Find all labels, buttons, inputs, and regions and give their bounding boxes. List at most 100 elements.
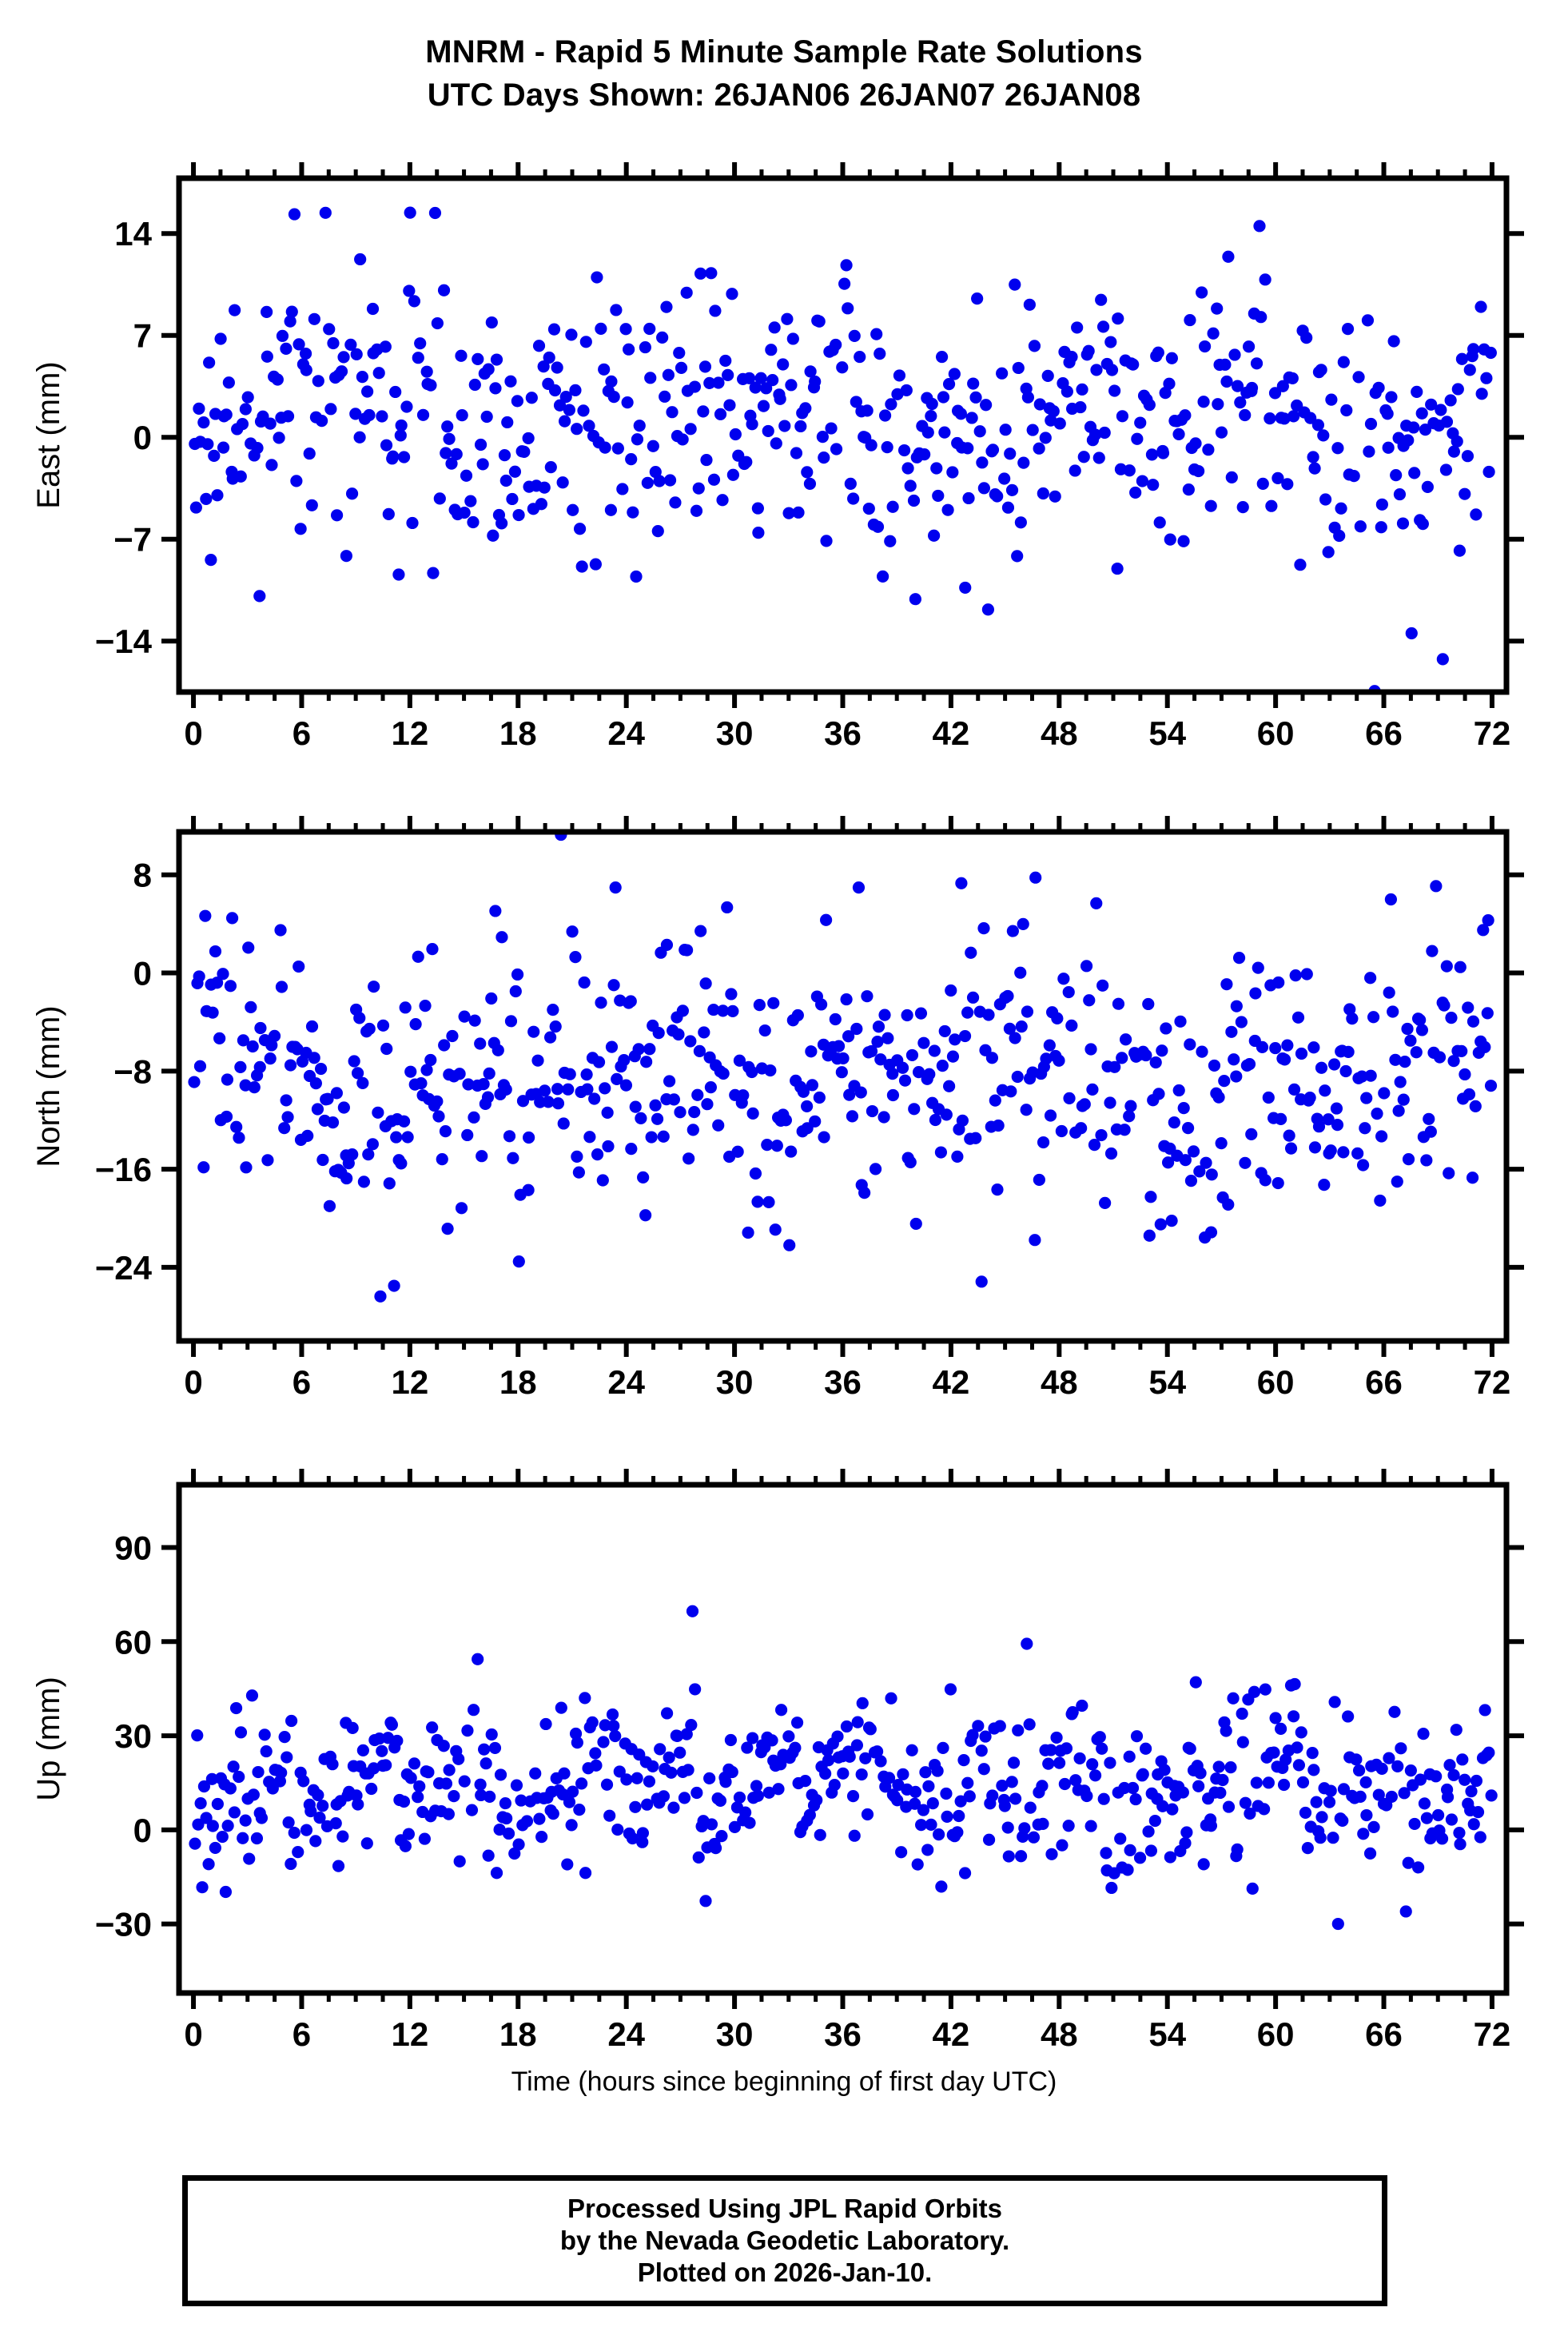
- data-point: [1023, 1718, 1036, 1731]
- data-point: [509, 985, 522, 998]
- data-point: [1100, 1847, 1112, 1860]
- data-point: [643, 1043, 656, 1056]
- data-point: [742, 1226, 754, 1239]
- data-point: [1090, 364, 1103, 376]
- data-point: [189, 501, 202, 514]
- data-point: [569, 951, 582, 964]
- data-point: [1164, 533, 1176, 546]
- data-point: [1026, 424, 1039, 436]
- data-point: [753, 999, 766, 1012]
- data-point: [1047, 404, 1060, 418]
- data-point: [933, 1828, 945, 1841]
- data-point: [938, 1024, 951, 1038]
- data-point: [1272, 471, 1284, 484]
- data-point: [551, 361, 563, 374]
- data-point: [975, 1744, 988, 1757]
- data-point: [779, 1114, 792, 1127]
- data-point: [1147, 479, 1160, 491]
- data-point: [1239, 408, 1252, 422]
- data-point: [1367, 1011, 1380, 1024]
- data-point: [689, 1683, 702, 1696]
- data-point: [1033, 398, 1046, 411]
- data-point: [1129, 1792, 1142, 1806]
- data-point: [1317, 429, 1330, 442]
- data-point: [722, 368, 734, 381]
- data-point: [1337, 1783, 1351, 1796]
- data-point: [904, 479, 917, 492]
- data-point: [885, 398, 897, 411]
- data-point: [712, 376, 725, 389]
- data-point: [1295, 1047, 1308, 1060]
- data-point: [383, 1177, 396, 1190]
- data-point: [749, 381, 762, 394]
- data-point: [770, 437, 782, 450]
- data-point: [1378, 1087, 1391, 1100]
- data-point: [1414, 1773, 1427, 1786]
- data-point: [547, 1808, 559, 1820]
- data-point: [715, 1830, 728, 1843]
- data-point: [848, 329, 861, 342]
- y-tick-label: 90: [114, 1530, 152, 1567]
- data-point: [1281, 1039, 1294, 1052]
- data-point: [1383, 1752, 1395, 1764]
- data-point: [252, 1765, 265, 1779]
- data-point: [1142, 997, 1155, 1011]
- data-point: [199, 909, 212, 922]
- data-point: [1076, 1699, 1088, 1713]
- data-point: [1124, 1100, 1137, 1112]
- data-point: [1264, 412, 1276, 425]
- data-point: [1243, 1058, 1256, 1071]
- data-point: [363, 408, 376, 422]
- data-point: [1342, 1710, 1355, 1723]
- data-point: [1272, 1176, 1284, 1190]
- data-point: [1204, 499, 1217, 512]
- data-point: [478, 1743, 491, 1756]
- data-point: [458, 506, 471, 519]
- data-point: [431, 316, 444, 330]
- data-point: [851, 1716, 864, 1728]
- data-point: [613, 1765, 626, 1778]
- data-point: [901, 1008, 913, 1022]
- data-point: [607, 979, 620, 992]
- data-point: [372, 1106, 384, 1119]
- data-point: [285, 305, 298, 318]
- data-point: [1096, 979, 1109, 992]
- data-point: [1277, 1778, 1291, 1792]
- data-point: [1481, 1007, 1494, 1020]
- data-point: [1184, 1175, 1198, 1187]
- x-tick-label: 12: [392, 2015, 429, 2053]
- data-point: [1382, 441, 1395, 454]
- title-line-1: MNRM - Rapid 5 Minute Sample Rate Soluti…: [425, 34, 1143, 70]
- data-point: [1418, 1797, 1431, 1810]
- data-point: [242, 941, 255, 954]
- data-point: [1156, 1800, 1169, 1812]
- data-point: [1177, 535, 1190, 547]
- data-point: [250, 1832, 264, 1845]
- data-point: [248, 1080, 261, 1094]
- data-point: [1459, 1068, 1471, 1081]
- data-point: [268, 1029, 281, 1042]
- data-point: [389, 385, 402, 399]
- data-point: [1372, 1788, 1385, 1801]
- x-tick-label: 0: [184, 1363, 202, 1401]
- data-point: [397, 1795, 411, 1808]
- data-point: [412, 352, 424, 364]
- data-point: [1029, 1234, 1041, 1247]
- data-point: [1252, 961, 1264, 974]
- data-point: [942, 377, 956, 391]
- data-point: [958, 1029, 972, 1043]
- data-point: [440, 447, 452, 459]
- data-point: [426, 942, 439, 956]
- data-point: [196, 1881, 209, 1894]
- y-tick-label: −24: [95, 1249, 153, 1287]
- data-point: [1123, 464, 1136, 477]
- data-point: [365, 1782, 378, 1796]
- data-point: [724, 1733, 738, 1747]
- x-tick-label: 60: [1257, 714, 1295, 752]
- x-tick-label: 72: [1474, 1363, 1511, 1401]
- data-point: [511, 395, 523, 408]
- data-point: [299, 347, 312, 360]
- y-tick-label: −8: [113, 1052, 152, 1090]
- data-point: [533, 1812, 546, 1825]
- data-point: [693, 1044, 706, 1057]
